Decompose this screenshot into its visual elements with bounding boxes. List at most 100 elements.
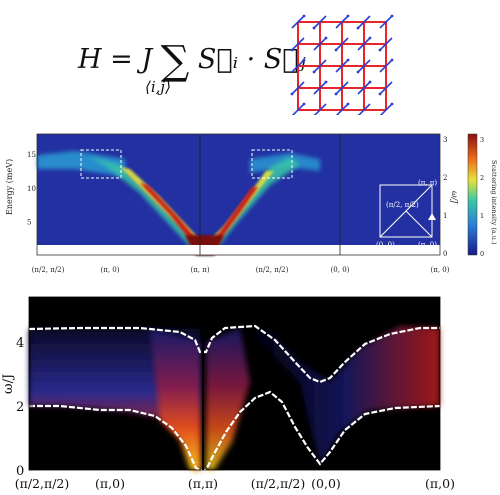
theory-ytick-label: 4 xyxy=(16,336,24,351)
theory-ytick-label: 0 xyxy=(16,464,24,479)
continuum-center-left xyxy=(150,329,200,470)
ins-ytick-label: 15 xyxy=(27,151,36,159)
spin-arrow-head xyxy=(346,102,350,106)
spin-arrow xyxy=(379,103,393,115)
spin-arrow xyxy=(357,103,371,115)
bz-label-pi0: (π, 0) xyxy=(418,241,437,249)
spin-arrow-head xyxy=(302,102,306,106)
spin-arrow-head xyxy=(356,70,360,74)
ins-dispersion-outer xyxy=(90,157,300,255)
spin-arrow xyxy=(313,103,327,115)
spin-arrow-head xyxy=(302,14,306,18)
spin-arrow xyxy=(291,81,305,95)
colorbar-tick-label: 3 xyxy=(480,136,484,144)
spin-arrow-head xyxy=(312,70,316,74)
lattice-spins xyxy=(290,14,394,115)
theory-ylabel: ω/J xyxy=(1,374,16,394)
theory-panel: ω/J 0 2 4 (π/2,π/2) (π,0) (π,π) (π/2,π/2) (0,0… xyxy=(1,296,455,491)
ins-lowenergy-mask xyxy=(37,245,440,255)
spin-arrow xyxy=(357,15,371,29)
spin-arrow-head xyxy=(378,48,382,52)
spin-arrow xyxy=(357,59,371,73)
spin-arrow xyxy=(291,15,305,29)
ins-xtick-label: (π, 0) xyxy=(101,266,120,274)
theory-xtick-label: (π/2,π/2) xyxy=(251,476,306,491)
spin-arrow xyxy=(335,37,349,51)
spin-lattice-diagram xyxy=(290,14,394,115)
bz-inset: (π, π) (π/2, π/2) (0, 0) (π, 0) xyxy=(376,179,437,249)
bz-label-pipi: (π, π) xyxy=(418,179,437,187)
colorbar xyxy=(467,133,478,256)
ins-plot-mottle xyxy=(37,134,440,255)
upper-boundary-curve xyxy=(28,324,440,384)
spin-arrow xyxy=(335,81,349,95)
colorbar-tick-label: 1 xyxy=(480,212,484,220)
lower-boundary-curve xyxy=(29,390,441,472)
spin-arrow-head xyxy=(346,58,350,62)
spin-arrow xyxy=(313,37,327,51)
bz-label-halfpi: (π/2, π/2) xyxy=(386,201,419,209)
spin-arrow xyxy=(335,103,349,115)
ins-dispersion-inner xyxy=(140,183,258,255)
continuum-center-right xyxy=(206,328,250,470)
colorbar-tick-label: 0 xyxy=(480,250,484,258)
spin-arrow xyxy=(379,59,393,73)
theory-xtick-label: (π/2,π/2) xyxy=(15,476,70,491)
spin-arrow-head xyxy=(334,92,338,96)
spin-arrow xyxy=(313,59,327,73)
spin-arrow xyxy=(291,103,305,115)
theory-xtick-label: (π,0) xyxy=(425,476,455,491)
theory-ytick-label: 2 xyxy=(16,400,24,415)
equation-sum-subscript: ⟨i,j⟩ xyxy=(145,78,171,96)
ins-right-ytick-label: 0 xyxy=(443,250,447,258)
continuum-right xyxy=(250,326,440,464)
ins-right-ytick-label: 1 xyxy=(443,212,447,220)
spin-arrow-head xyxy=(378,92,382,96)
colorbar-tick-label: 2 xyxy=(480,174,484,182)
ins-right-ytick-label: 2 xyxy=(443,174,447,182)
spin-arrow-head xyxy=(290,48,294,52)
ins-yticks: 5 10 15 xyxy=(27,151,40,226)
theory-yticks: 0 2 4 xyxy=(16,336,33,479)
spin-arrow-head xyxy=(390,58,394,62)
equation-lhs: H = J xyxy=(78,44,153,75)
spin-arrow xyxy=(357,81,371,95)
spin-arrow xyxy=(335,15,349,29)
spin-arrow xyxy=(291,37,305,51)
spin-arrow-head xyxy=(302,58,306,62)
theory-xtick-label: (π,π) xyxy=(188,476,218,491)
hamiltonian-equation: H = J ∑ S⃗ᵢ · S⃗ⱼ xyxy=(78,38,306,84)
theory-plot-frame xyxy=(28,296,441,471)
spin-arrow-head xyxy=(324,80,328,84)
ins-right-ylabel: ω/J xyxy=(450,191,459,204)
ins-xtick-label: (0, 0) xyxy=(331,266,350,274)
spin-arrow xyxy=(313,15,327,29)
spin-arrow xyxy=(379,15,393,29)
spin-arrow xyxy=(291,59,305,73)
bz-label-origin: (0, 0) xyxy=(376,241,395,249)
spin-arrow-head xyxy=(390,14,394,18)
dashed-box-left xyxy=(80,149,122,179)
theory-xticks: (π/2,π/2) (π,0) (π,π) (π/2,π/2) (0,0) (π,0) xyxy=(15,476,455,491)
colorbar-label: Scattering intensity (a.u.) xyxy=(490,160,498,245)
spin-arrow-head xyxy=(390,102,394,106)
ins-xticks: (π/2, π/2) (π, 0) (π, π) (π/2, π/2) (0, 0) (π… xyxy=(32,266,450,274)
ins-plot-background xyxy=(37,134,440,255)
ins-xtick-label: (π, π) xyxy=(190,266,209,274)
spin-arrow xyxy=(357,37,371,51)
spin-arrow xyxy=(379,37,393,51)
ins-ytick-label: 5 xyxy=(27,218,31,226)
ins-right-ytick-label: 3 xyxy=(443,136,447,144)
ins-plot-frame xyxy=(36,133,441,256)
spin-arrow-head xyxy=(356,26,360,30)
spin-arrow-head xyxy=(346,14,350,18)
equation-rhs: S⃗ᵢ · S⃗ⱼ xyxy=(197,44,306,75)
ins-data-panel: (π, π) (π/2, π/2) (0, 0) (π, 0) Energy (… xyxy=(5,133,498,274)
ins-ylabel: Energy (meV) xyxy=(5,159,14,215)
equation-sum: ∑ xyxy=(160,38,190,84)
ins-ytick-label: 10 xyxy=(27,185,36,193)
theory-xtick-label: (0,0) xyxy=(311,476,341,491)
spin-arrow-head xyxy=(290,92,294,96)
ins-right-yticks: 0 1 2 3 xyxy=(443,136,447,258)
theory-xtick-label: (π,0) xyxy=(95,476,125,491)
